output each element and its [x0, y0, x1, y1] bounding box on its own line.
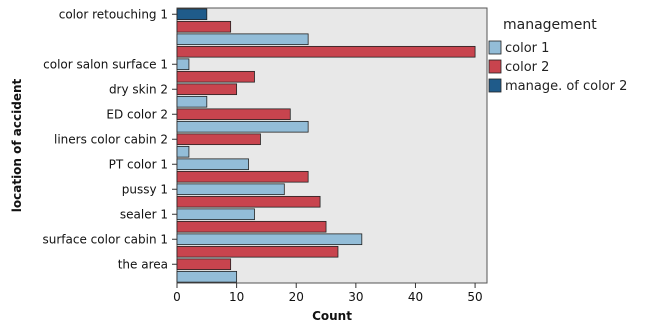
- y-tick-label: pussy 1: [122, 182, 168, 196]
- bar: [176, 33, 309, 46]
- bar: [176, 83, 238, 96]
- y-tick-label: sealer 1: [120, 207, 168, 221]
- y-tick-label: PT color 1: [109, 157, 168, 171]
- bars-group: [176, 8, 476, 283]
- y-tick-label: dry skin 2: [109, 82, 168, 96]
- legend-item-label: color 1: [505, 41, 549, 56]
- bar: [176, 145, 190, 158]
- y-tick-label: the area: [118, 257, 168, 271]
- bar: [176, 58, 190, 71]
- bar: [176, 8, 208, 21]
- x-tick-label: 50: [467, 290, 482, 304]
- bar: [176, 133, 261, 146]
- x-axis: 0 10 20 30 40 50: [173, 283, 483, 304]
- x-tick-label: 30: [348, 290, 363, 304]
- bar: [176, 220, 327, 233]
- y-axis: color retouching 1 color salon surface 1 d…: [43, 7, 177, 271]
- legend-swatch: [488, 78, 502, 93]
- y-tick-label: ED color 2: [106, 107, 168, 121]
- x-tick-label: 10: [229, 290, 244, 304]
- bar: [176, 70, 255, 83]
- bar: [176, 108, 291, 121]
- y-tick-label: color retouching 1: [59, 7, 168, 21]
- legend-title: management: [503, 17, 597, 33]
- y-tick-label: surface color cabin 1: [43, 232, 168, 246]
- legend-item-label: manage. of color 2: [505, 79, 627, 94]
- bar: [176, 120, 309, 133]
- y-axis-title: location of accident: [10, 79, 24, 213]
- bar: [176, 233, 363, 246]
- bar: [176, 170, 309, 183]
- bar: [176, 183, 285, 196]
- x-tick-label: 40: [408, 290, 423, 304]
- legend: management color 1 color 2 manage. of colo…: [488, 17, 627, 94]
- bar: [176, 245, 339, 258]
- legend-swatch: [488, 40, 502, 55]
- y-tick-label: liners color cabin 2: [54, 132, 168, 146]
- bar: [176, 270, 238, 283]
- x-axis-title: Count: [312, 309, 352, 323]
- bar: [176, 208, 255, 221]
- bar: [176, 95, 208, 108]
- bar: [176, 195, 321, 208]
- legend-swatch: [488, 59, 502, 74]
- bar: [176, 20, 232, 33]
- x-tick-label: 20: [289, 290, 304, 304]
- x-tick-label: 0: [173, 290, 181, 304]
- bar: [176, 158, 249, 171]
- legend-item-label: color 2: [505, 60, 549, 75]
- y-tick-label: color salon surface 1: [43, 57, 168, 71]
- bar: [176, 258, 232, 271]
- bar: [176, 45, 476, 58]
